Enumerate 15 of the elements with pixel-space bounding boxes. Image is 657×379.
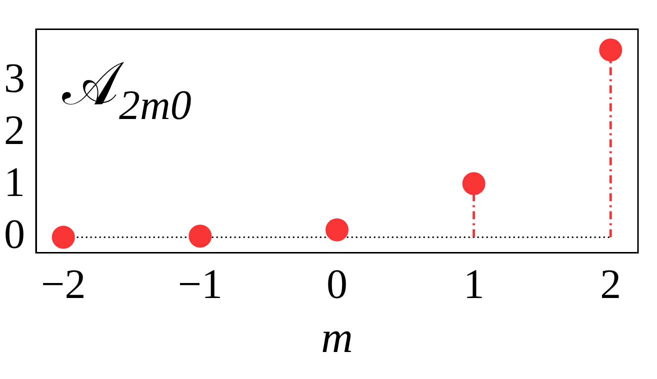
y-tick-label: 1 — [4, 160, 25, 206]
y-tick-label: 3 — [4, 56, 25, 102]
x-tick-label: 1 — [463, 262, 484, 308]
x-tick-label: 2 — [600, 262, 622, 308]
point — [188, 224, 212, 248]
x-tick-label: 0 — [326, 262, 348, 308]
x-axis-title: m — [321, 313, 353, 362]
y-tick-label: 2 — [4, 108, 25, 154]
point — [52, 226, 75, 249]
point — [462, 172, 486, 196]
x-tick-label: −1 — [178, 262, 223, 308]
x-tick-label: −2 — [41, 262, 86, 308]
y-tick-label: 0 — [4, 212, 25, 258]
point — [326, 218, 348, 242]
point — [599, 38, 622, 62]
